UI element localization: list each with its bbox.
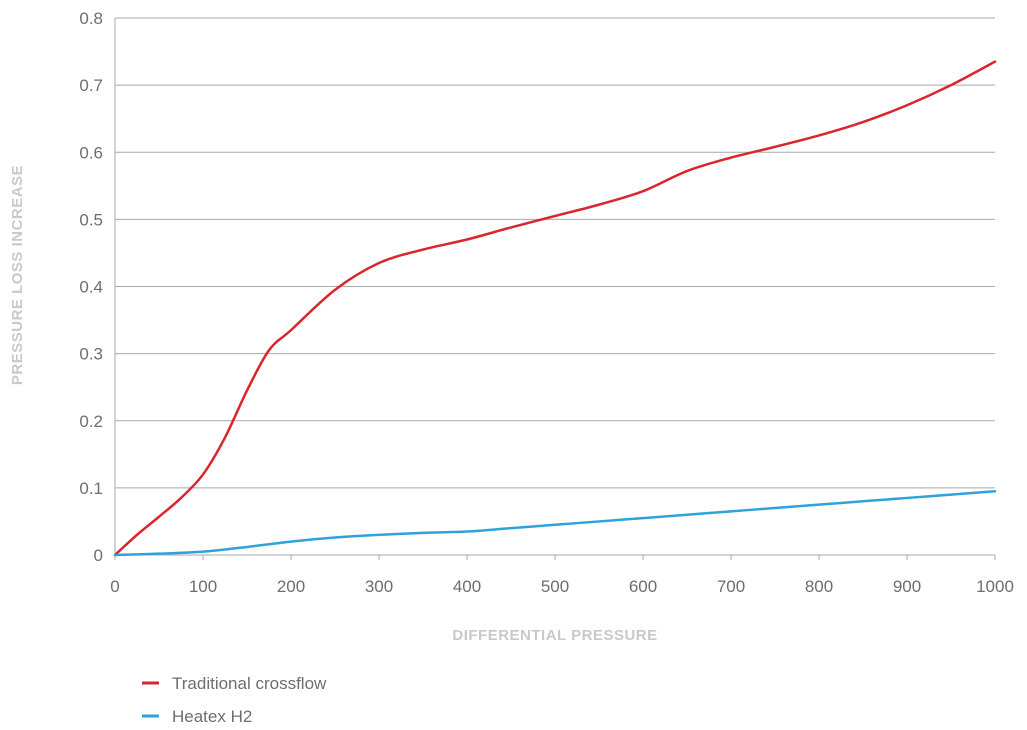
y-tick-label: 0.8 <box>79 9 103 28</box>
y-tick-label: 0.1 <box>79 479 103 498</box>
x-tick-label: 1000 <box>976 577 1014 596</box>
series-lines <box>113 60 997 557</box>
y-tick-label: 0.3 <box>79 345 103 364</box>
x-tick-label: 300 <box>365 577 393 596</box>
legend-label-traditional-crossflow: Traditional crossflow <box>172 674 327 693</box>
y-tick-label: 0.6 <box>79 143 103 162</box>
x-tick-label: 500 <box>541 577 569 596</box>
x-tick-label: 600 <box>629 577 657 596</box>
y-tick-label: 0 <box>94 546 103 565</box>
axes <box>114 18 996 560</box>
legend: Traditional crossflow Heatex H2 <box>142 674 327 726</box>
y-axis-title: PRESSURE LOSS INCREASE <box>9 165 26 385</box>
y-tick-label: 0.5 <box>79 210 103 229</box>
y-tick-label: 0.2 <box>79 412 103 431</box>
series-line-traditional-crossflow <box>113 60 997 557</box>
x-axis-title: DIFFERENTIAL PRESSURE <box>452 627 657 644</box>
series-line-heatex-h2 <box>113 489 997 557</box>
x-tick-label: 0 <box>110 577 119 596</box>
legend-label-heatex-h2: Heatex H2 <box>172 707 252 726</box>
x-tick-label: 800 <box>805 577 833 596</box>
x-tick-label: 200 <box>277 577 305 596</box>
x-tick-label: 700 <box>717 577 745 596</box>
y-tick-label: 0.7 <box>79 76 103 95</box>
tick-labels: 0 0.1 0.2 0.3 0.4 0.5 0.6 0.7 0.8 0 100 200 300 400 50… <box>79 9 1014 596</box>
gridlines <box>115 17 995 489</box>
x-tick-label: 900 <box>893 577 921 596</box>
x-tick-label: 100 <box>189 577 217 596</box>
x-tick-label: 400 <box>453 577 481 596</box>
y-tick-label: 0.4 <box>79 278 103 297</box>
